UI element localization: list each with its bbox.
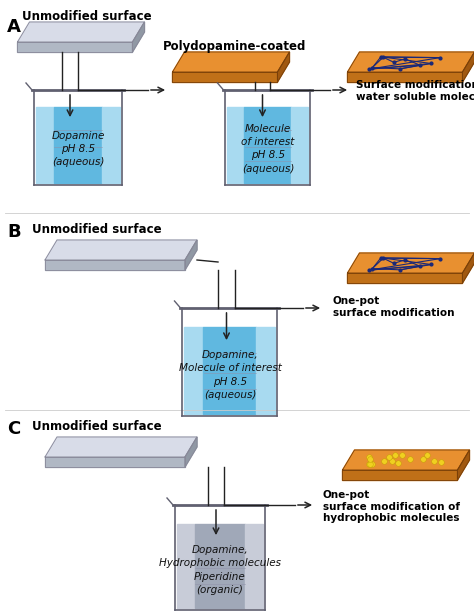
Polygon shape	[177, 524, 195, 608]
Polygon shape	[173, 72, 277, 82]
Text: Unmodified surface: Unmodified surface	[22, 10, 152, 23]
Polygon shape	[245, 524, 263, 608]
Text: B: B	[7, 223, 21, 241]
Polygon shape	[343, 470, 457, 480]
Text: C: C	[7, 420, 20, 438]
Polygon shape	[343, 450, 470, 470]
Polygon shape	[347, 273, 463, 283]
Polygon shape	[184, 327, 203, 414]
Polygon shape	[245, 107, 292, 183]
Text: One-pot
surface modification: One-pot surface modification	[333, 296, 455, 318]
Polygon shape	[228, 107, 245, 183]
Text: Unmodified surface: Unmodified surface	[32, 420, 162, 433]
Polygon shape	[457, 450, 470, 480]
Text: A: A	[7, 18, 21, 36]
Polygon shape	[256, 327, 275, 414]
Polygon shape	[463, 52, 474, 82]
Polygon shape	[133, 22, 145, 52]
Text: Molecule
of interest
pH 8.5
(aqueous): Molecule of interest pH 8.5 (aqueous)	[241, 124, 295, 173]
Polygon shape	[463, 253, 474, 283]
Text: Polydopamine-coated: Polydopamine-coated	[163, 40, 306, 53]
Text: One-pot
surface modification of
hydrophobic molecules: One-pot surface modification of hydropho…	[323, 490, 460, 524]
Text: Dopamine,
Hydrophobic molecules
Piperidine
(organic): Dopamine, Hydrophobic molecules Piperidi…	[159, 546, 281, 595]
Polygon shape	[45, 437, 197, 457]
Text: Dopamine,
Molecule of interest
pH 8.5
(aqueous): Dopamine, Molecule of interest pH 8.5 (a…	[179, 350, 282, 400]
Polygon shape	[195, 524, 245, 608]
Polygon shape	[102, 107, 120, 183]
Polygon shape	[185, 437, 197, 467]
Text: Dopamine
pH 8.5
(aqueous): Dopamine pH 8.5 (aqueous)	[51, 131, 105, 167]
Polygon shape	[18, 42, 133, 52]
Polygon shape	[185, 240, 197, 270]
Polygon shape	[277, 52, 290, 82]
Polygon shape	[347, 52, 474, 72]
Polygon shape	[45, 260, 185, 270]
Polygon shape	[347, 253, 474, 273]
Polygon shape	[173, 52, 290, 72]
Text: Surface modification of
water soluble molecules: Surface modification of water soluble mo…	[356, 80, 474, 102]
Polygon shape	[45, 240, 197, 260]
Polygon shape	[36, 107, 54, 183]
Polygon shape	[18, 22, 145, 42]
Polygon shape	[54, 107, 102, 183]
Polygon shape	[45, 457, 185, 467]
Polygon shape	[292, 107, 309, 183]
Polygon shape	[203, 327, 256, 414]
Text: Unmodified surface: Unmodified surface	[32, 223, 162, 236]
Polygon shape	[347, 72, 463, 82]
